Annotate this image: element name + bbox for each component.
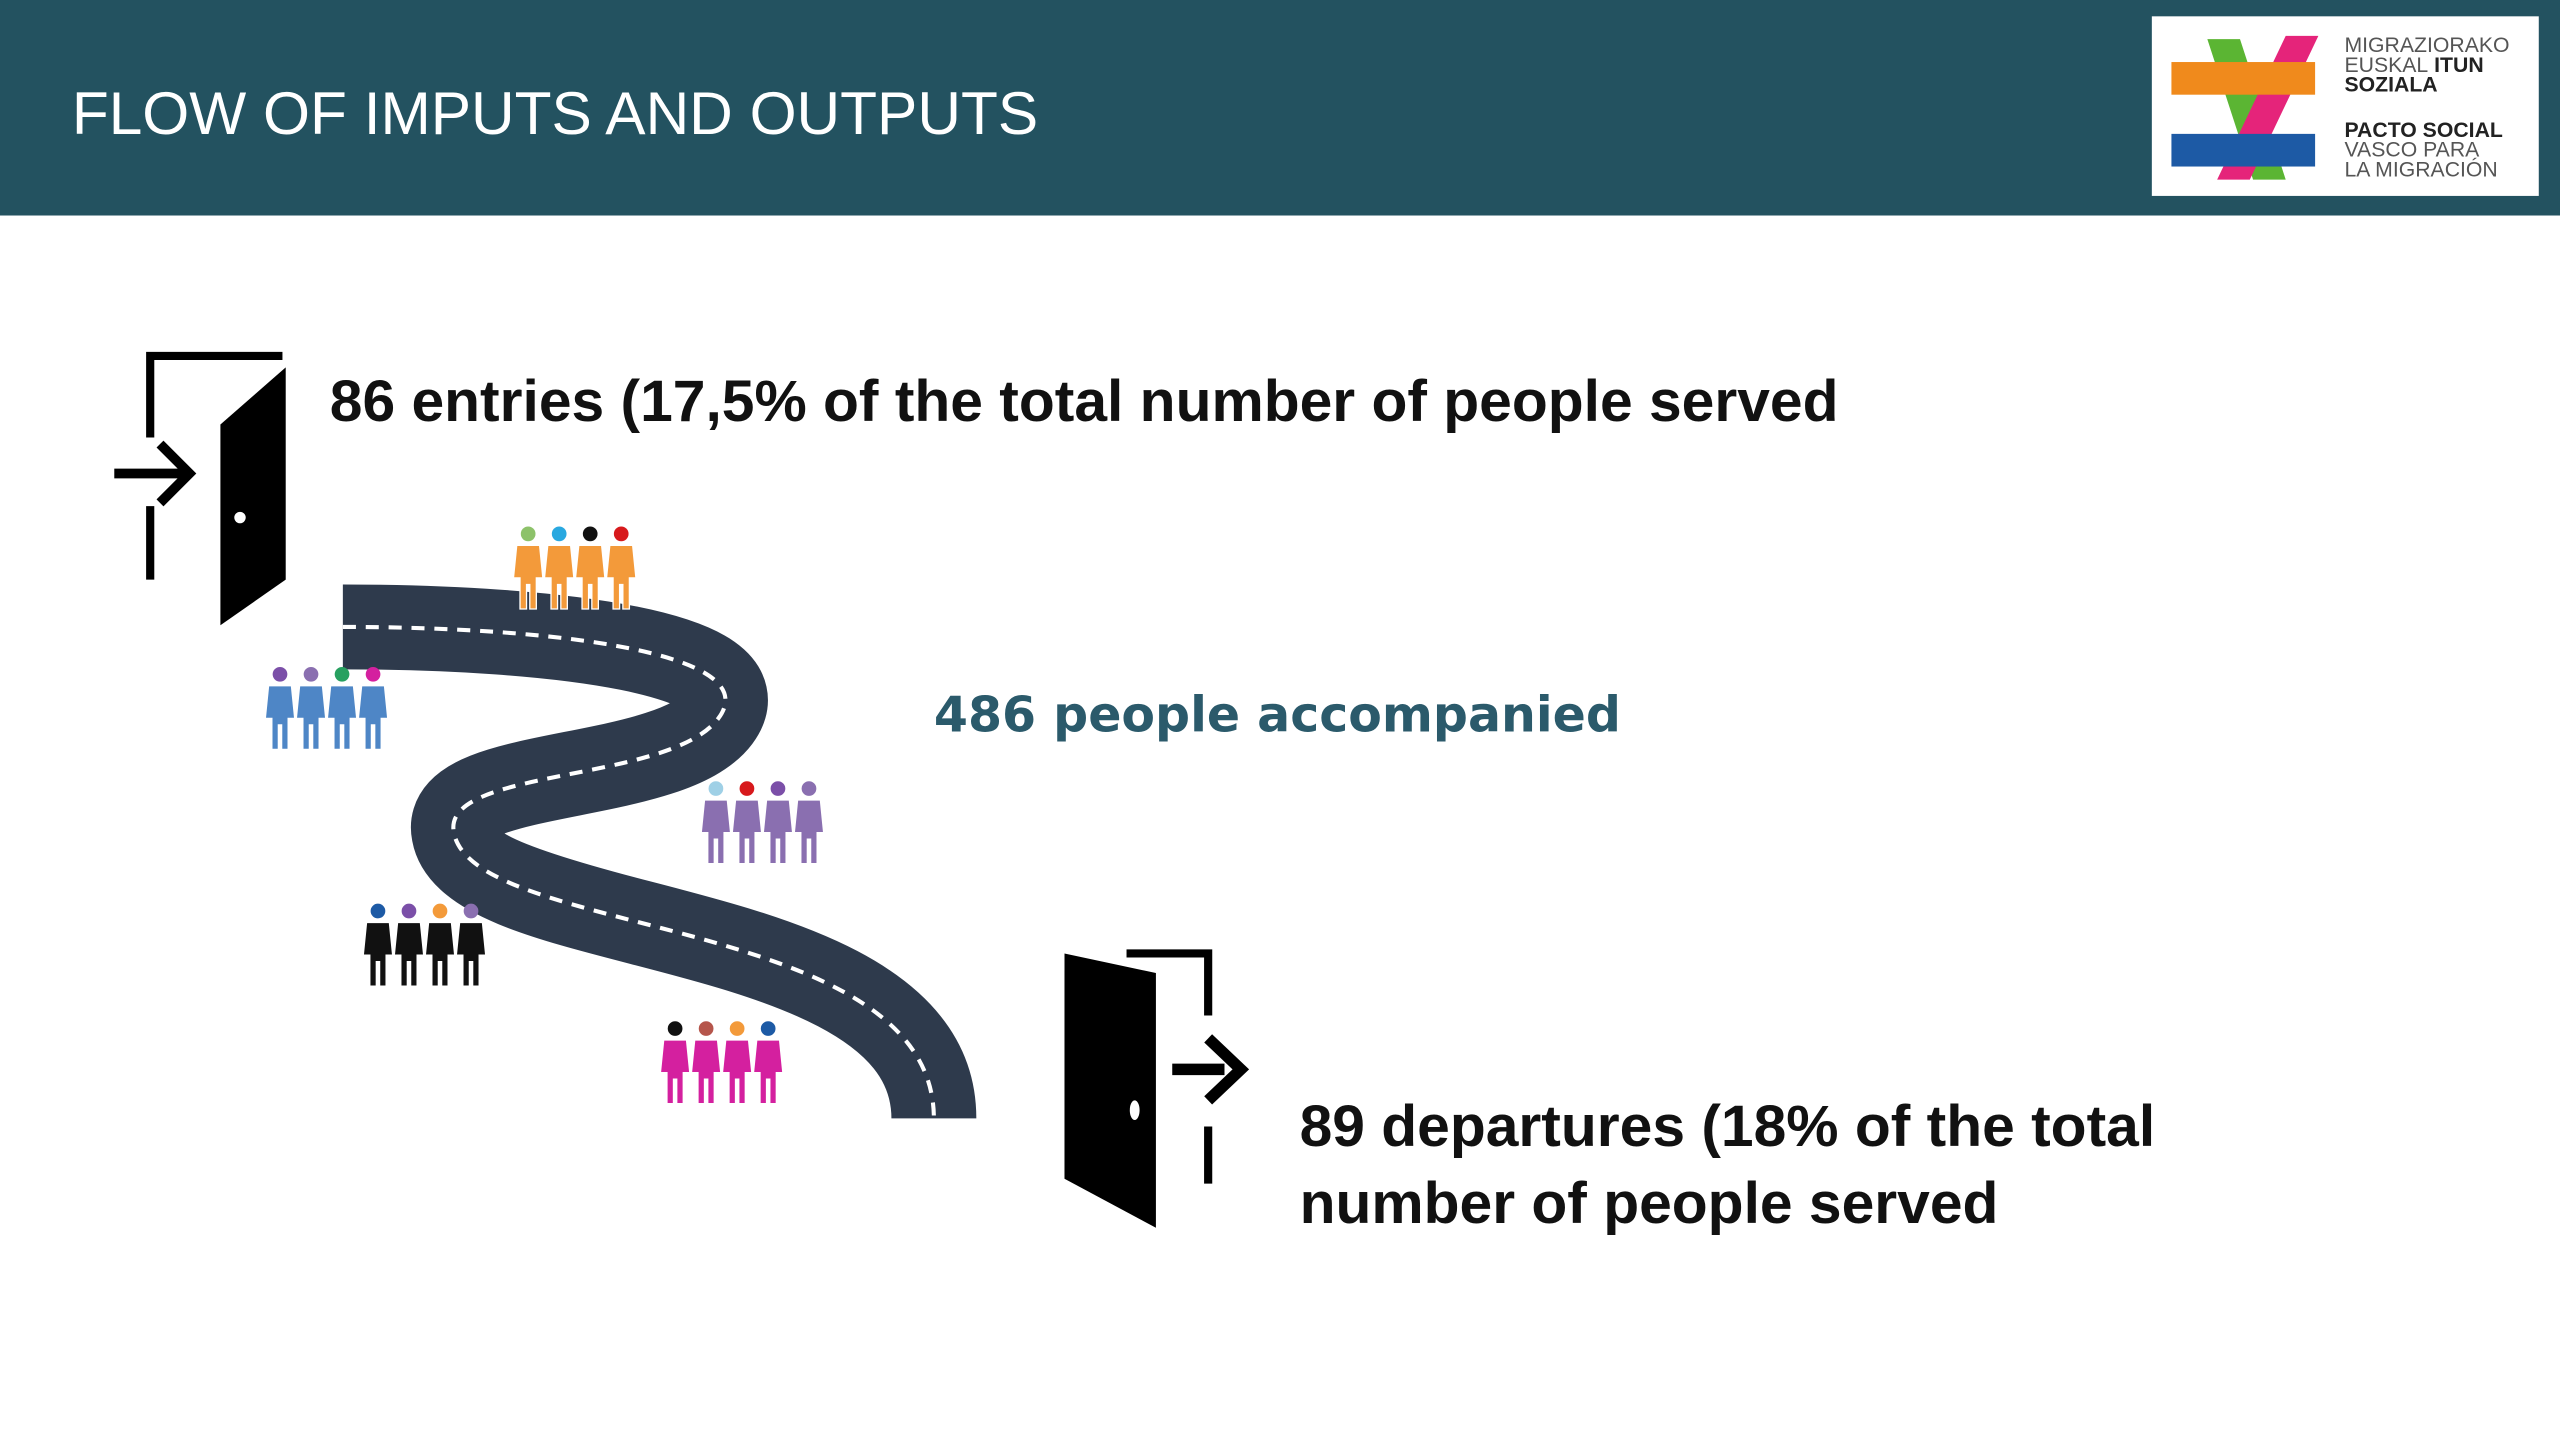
person-part [455, 921, 487, 987]
person-part [365, 666, 381, 682]
person-part [762, 799, 794, 865]
header-bar [0, 0, 2560, 216]
departures-line: 89 departures (18% of the total [1300, 1094, 2156, 1159]
logo: MIGRAZIORAKO EUSKAL ITUN SOZIALA PACTO S… [2151, 16, 2539, 196]
person-part [295, 685, 327, 751]
person-part [613, 526, 629, 542]
logo-line: PACTO SOCIAL [2344, 119, 2502, 142]
person-part [739, 781, 755, 796]
person-part [582, 526, 598, 542]
departures-text: 89 departures (18% of the total number o… [1300, 1094, 2172, 1236]
logo-line: LA MIGRACIÓN [2344, 156, 2497, 181]
person-part [760, 1021, 776, 1036]
logo-line: ITUN [2434, 54, 2484, 77]
person-part [370, 903, 386, 919]
person-part [752, 1039, 784, 1105]
person-part [543, 544, 575, 610]
person-part [574, 544, 606, 610]
people-groups [264, 526, 825, 1105]
logo-line: SOZIALA [2344, 73, 2437, 96]
road [342, 584, 977, 1122]
person-part [393, 921, 425, 987]
person-part [690, 1039, 722, 1105]
people-group [659, 1021, 784, 1105]
header-title: FLOW OF IMPUTS AND OUTPUTS [72, 79, 1038, 147]
person-part [801, 781, 817, 796]
logo-text: MIGRAZIORAKO EUSKAL ITUN SOZIALA PACTO S… [2344, 34, 2515, 181]
person-part [357, 685, 389, 751]
people-group [700, 781, 825, 865]
person-part [729, 1021, 745, 1036]
departures-line: number of people served [1300, 1171, 1999, 1236]
person-part [463, 903, 479, 919]
person-part [659, 1039, 691, 1105]
person-part [512, 544, 544, 610]
people-group [362, 903, 487, 987]
person-part [667, 1021, 683, 1036]
person-part [551, 526, 567, 542]
person-part [708, 781, 724, 796]
person-part [424, 921, 456, 987]
people-group [264, 666, 389, 751]
person-part [520, 526, 536, 542]
person-part [401, 903, 417, 919]
logo-line: VASCO PARA [2344, 139, 2480, 162]
person-part [731, 799, 763, 865]
logo-line: EUSKAL [2344, 54, 2428, 77]
person-part [264, 685, 296, 751]
entries-text: 86 entries (17,5% of the total number of… [330, 369, 1839, 434]
person-part [326, 685, 358, 751]
person-part [272, 666, 288, 682]
person-part [303, 666, 319, 682]
person-part [334, 666, 350, 682]
exit-door [1064, 949, 1250, 1228]
people-group [512, 526, 637, 610]
person-part [362, 921, 394, 987]
entry-door [114, 351, 286, 626]
person-part [770, 781, 786, 796]
logo-line: MIGRAZIORAKO [2344, 34, 2509, 57]
person-part [721, 1039, 753, 1105]
person-part [432, 903, 448, 919]
person-part [698, 1021, 714, 1036]
person-part [793, 799, 825, 865]
person-part [700, 799, 732, 865]
accompanied-text: 486 people accompanied [934, 686, 1621, 743]
person-part [605, 544, 637, 610]
